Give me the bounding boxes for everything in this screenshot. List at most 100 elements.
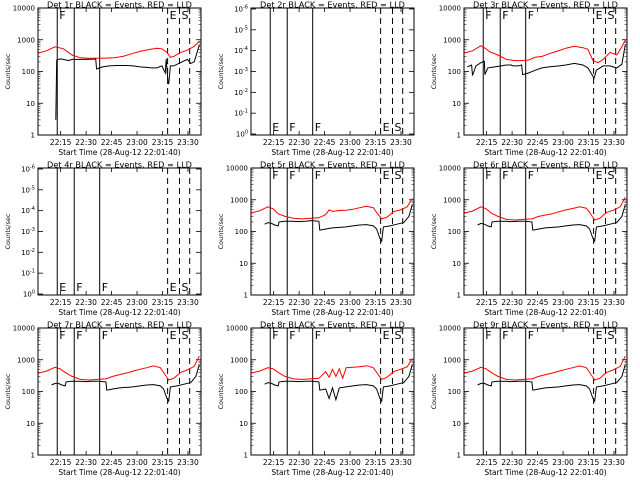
y-tick-label: 100 bbox=[235, 388, 248, 396]
marker-label: E bbox=[170, 281, 177, 294]
y-axis-label: Counts/sec bbox=[217, 213, 225, 249]
marker-label: F bbox=[289, 169, 295, 182]
x-tick-label: 23:15 bbox=[152, 298, 174, 307]
x-axis-label: Start Time (28-Aug-12 22:01:40) bbox=[271, 468, 393, 477]
y-tick-label: 1 bbox=[457, 132, 461, 140]
marker-label: F bbox=[289, 121, 295, 134]
marker-label: F bbox=[59, 329, 65, 342]
x-tick-label: 22:45 bbox=[314, 458, 336, 467]
chart-title: Det 8r BLACK = Events, RED = LLD bbox=[260, 320, 405, 330]
marker-label: F bbox=[272, 169, 278, 182]
y-tick-label: 1000 bbox=[443, 36, 461, 44]
y-tick-label: 10-5 bbox=[21, 185, 35, 194]
y-tick-label: 100 bbox=[448, 68, 461, 76]
y-tick-label: 10-5 bbox=[234, 25, 248, 34]
marker-label: S bbox=[607, 9, 614, 22]
x-tick-label: 22:30 bbox=[501, 138, 523, 147]
chart-title: Det 7r BLACK = Events, RED = LLD bbox=[47, 320, 192, 330]
marker-label: F bbox=[102, 281, 108, 294]
y-tick-label: 1000 bbox=[17, 356, 35, 364]
x-tick-label: 22:15 bbox=[476, 458, 498, 467]
y-tick-label: 10-1 bbox=[234, 109, 248, 118]
x-tick-label: 23:15 bbox=[365, 138, 387, 147]
y-tick-label: 10-4 bbox=[234, 46, 248, 55]
plot-frame bbox=[250, 7, 415, 136]
x-tick-label: 22:15 bbox=[263, 458, 285, 467]
x-tick-label: 23:15 bbox=[152, 138, 174, 147]
x-tick-label: 22:30 bbox=[288, 298, 310, 307]
x-tick-label: 22:30 bbox=[501, 298, 523, 307]
x-tick-label: 23:15 bbox=[578, 298, 600, 307]
x-tick-label: 23:30 bbox=[390, 298, 412, 307]
x-axis-label: Start Time (28-Aug-12 22:01:40) bbox=[484, 308, 606, 317]
x-tick-label: 22:45 bbox=[314, 298, 336, 307]
marker-label: F bbox=[528, 169, 534, 182]
chart-title: Det 1r BLACK = Events, RED = LLD bbox=[47, 0, 192, 10]
x-tick-label: 22:30 bbox=[288, 138, 310, 147]
y-tick-label: 100 bbox=[236, 130, 248, 139]
y-tick-label: 100 bbox=[22, 388, 35, 396]
series-events-line bbox=[477, 364, 626, 403]
marker-label: F bbox=[315, 329, 321, 342]
chart-panel-9: Det 9r BLACK = Events, RED = LLD Counts/s… bbox=[430, 320, 628, 477]
y-tick-label: 10000 bbox=[13, 5, 35, 13]
marker-label: E bbox=[170, 9, 177, 22]
y-tick-label: 10-1 bbox=[21, 269, 35, 278]
marker-label: E bbox=[596, 9, 603, 22]
chart-panel-2: Det 2r BLACK = Events, RED = LLD Counts/s… bbox=[217, 0, 415, 157]
x-tick-label: 23:00 bbox=[126, 138, 148, 147]
y-tick-label: 1000 bbox=[17, 36, 35, 44]
y-tick-label: 10000 bbox=[226, 165, 248, 173]
y-tick-label: 10-6 bbox=[21, 165, 35, 174]
y-tick-label: 10-2 bbox=[21, 248, 35, 257]
x-tick-label: 22:15 bbox=[263, 298, 285, 307]
x-tick-label: 23:30 bbox=[177, 298, 199, 307]
x-tick-label: 22:45 bbox=[314, 138, 336, 147]
chart-panel-8: Det 8r BLACK = Events, RED = LLD Counts/s… bbox=[217, 320, 415, 477]
chart-title: Det 3r BLACK = Events, RED = LLD bbox=[473, 0, 618, 10]
y-axis-label: Counts/sec bbox=[430, 213, 438, 249]
y-tick-label: 1 bbox=[31, 452, 35, 460]
marker-label: F bbox=[59, 9, 65, 22]
y-axis-label: Counts/sec bbox=[430, 373, 438, 409]
marker-label: F bbox=[502, 9, 508, 22]
marker-label: F bbox=[502, 329, 508, 342]
x-tick-label: 22:30 bbox=[501, 458, 523, 467]
x-axis-label: Start Time (28-Aug-12 22:01:40) bbox=[58, 468, 180, 477]
x-axis-label: Start Time (28-Aug-12 22:01:40) bbox=[58, 308, 180, 317]
series-events-line bbox=[264, 204, 413, 243]
y-tick-label: 10000 bbox=[439, 325, 461, 333]
series-events-line bbox=[51, 364, 200, 403]
series-lld-line bbox=[463, 196, 626, 221]
y-tick-label: 1 bbox=[31, 132, 35, 140]
series-lld-line bbox=[37, 40, 200, 59]
chart-title: Det 5r BLACK = Events, RED = LLD bbox=[260, 160, 405, 170]
series-lld-line bbox=[463, 39, 626, 64]
y-tick-label: 10-4 bbox=[21, 206, 35, 215]
plot-frame bbox=[250, 167, 415, 296]
y-tick-label: 10-3 bbox=[234, 67, 248, 76]
y-tick-label: 10-2 bbox=[234, 88, 248, 97]
y-tick-label: 100 bbox=[22, 68, 35, 76]
x-tick-label: 22:15 bbox=[50, 138, 72, 147]
y-tick-label: 10 bbox=[26, 420, 35, 428]
y-axis-label: Counts/sec bbox=[4, 213, 12, 249]
plot-frame bbox=[463, 7, 628, 136]
marker-label: S bbox=[394, 121, 401, 134]
y-tick-label: 100 bbox=[448, 388, 461, 396]
y-tick-label: 100 bbox=[23, 290, 35, 299]
y-tick-label: 1000 bbox=[443, 196, 461, 204]
marker-label: S bbox=[181, 281, 188, 294]
x-tick-label: 23:15 bbox=[365, 298, 387, 307]
series-lld-line bbox=[463, 355, 626, 381]
x-tick-label: 23:00 bbox=[552, 458, 574, 467]
y-axis-label: Counts/sec bbox=[217, 53, 225, 89]
x-tick-label: 23:30 bbox=[177, 458, 199, 467]
marker-label: S bbox=[607, 169, 614, 182]
marker-label: F bbox=[315, 169, 321, 182]
y-tick-label: 10-3 bbox=[21, 227, 35, 236]
chart-title: Det 9r BLACK = Events, RED = LLD bbox=[473, 320, 618, 330]
marker-label: F bbox=[272, 329, 278, 342]
series-events-line bbox=[264, 364, 413, 403]
marker-label: E bbox=[170, 329, 177, 342]
